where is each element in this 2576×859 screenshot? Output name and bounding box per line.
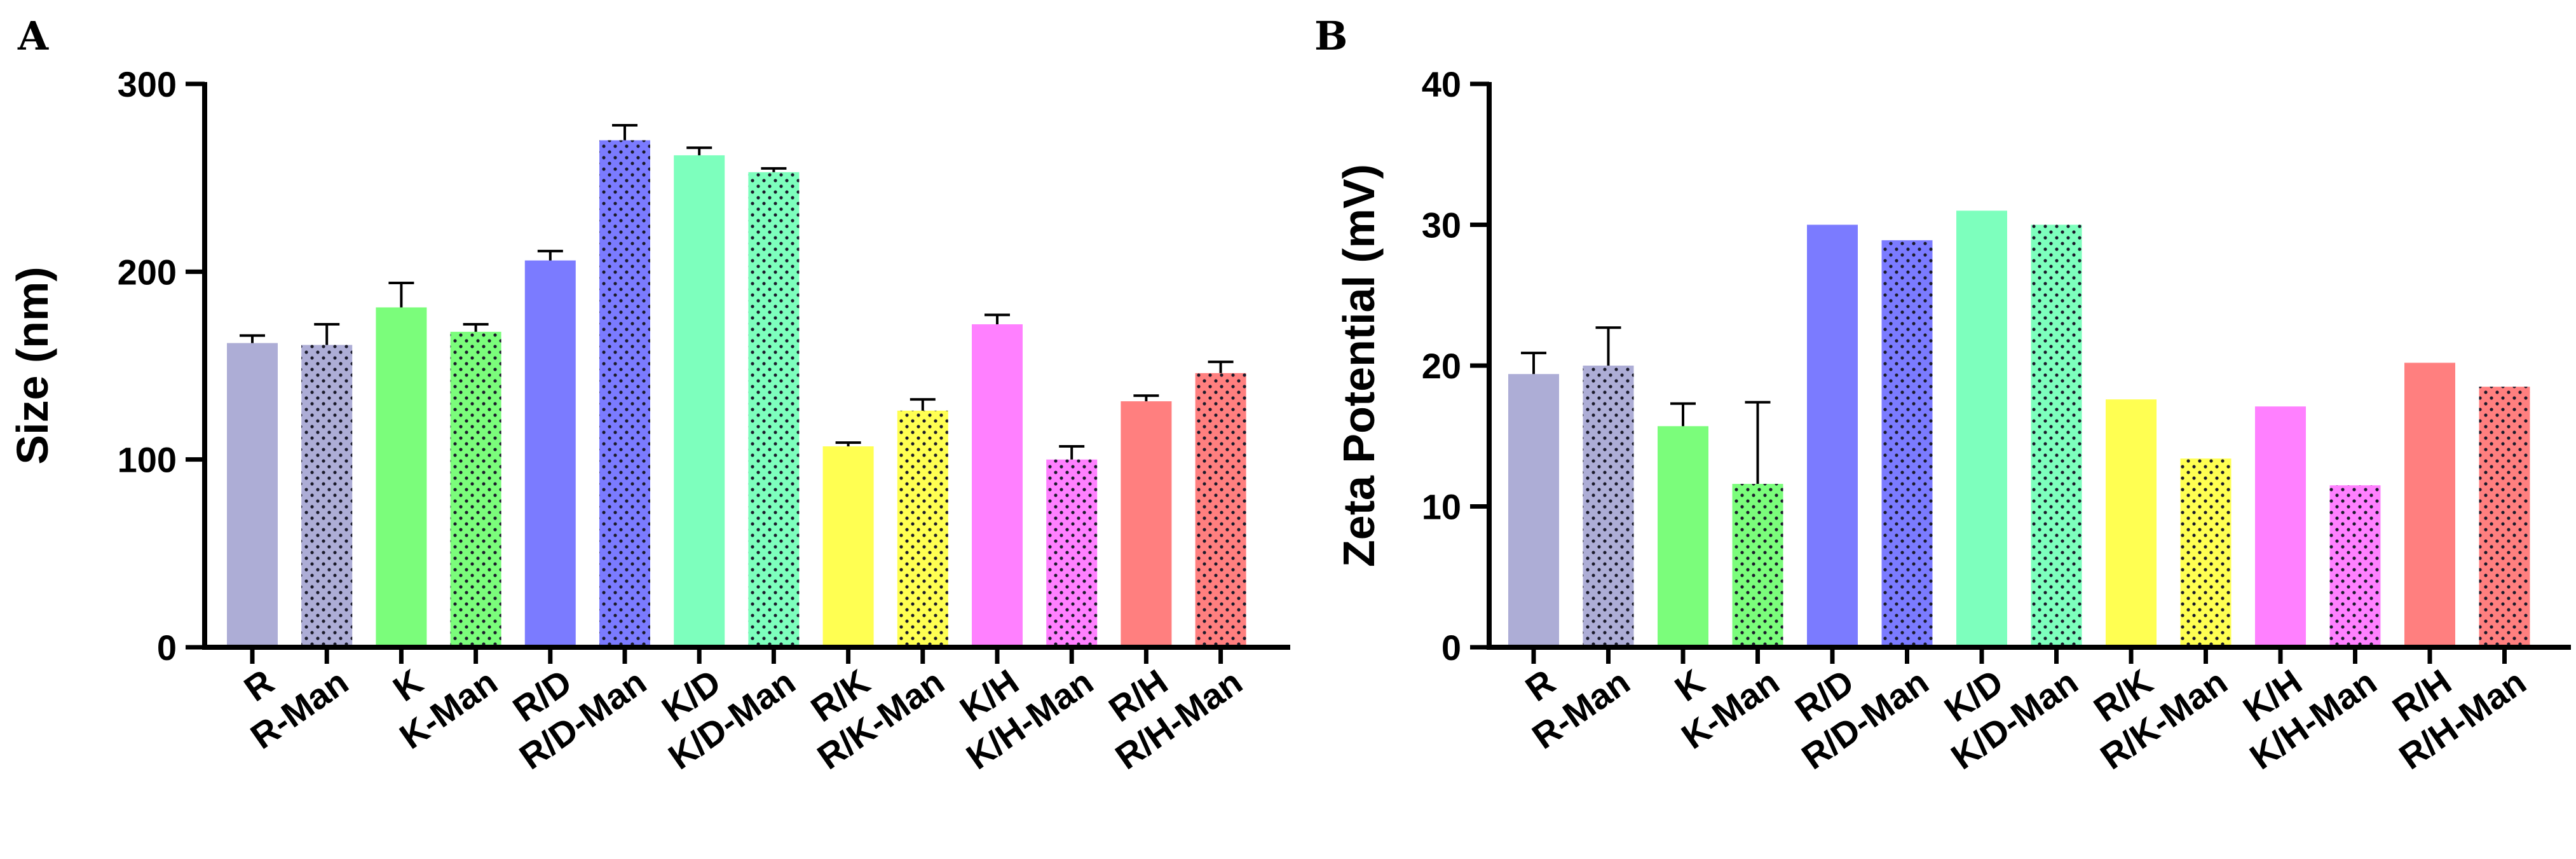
bar-r-h bbox=[1121, 401, 1172, 647]
y-axis-title: Zeta Potential (mV) bbox=[1334, 164, 1384, 567]
bar-k-h bbox=[972, 324, 1023, 647]
bar-pattern-k-d-man bbox=[2031, 224, 2082, 647]
bar-pattern-r-h-man bbox=[2479, 387, 2530, 647]
bar-k-d bbox=[1956, 210, 2007, 648]
y-axis-title: Size (nm) bbox=[8, 266, 57, 464]
bar-pattern-r-d-man bbox=[599, 140, 650, 648]
y-tick-label-30: 30 bbox=[1422, 205, 1461, 245]
y-tick-label-10: 10 bbox=[1422, 487, 1461, 527]
y-tick-label-100: 100 bbox=[118, 440, 177, 480]
bar-pattern-r-h-man bbox=[1195, 373, 1246, 647]
y-tick-label-300: 300 bbox=[118, 64, 177, 104]
bar-k-d bbox=[674, 155, 725, 647]
panel-b-zeta-chart: BRR-Man KK-Man R/DR/D-Man K/DK/D-Man R/KR/K-… bbox=[1314, 13, 2571, 777]
bar-r-k bbox=[2106, 399, 2157, 647]
bar-pattern-r-man bbox=[301, 345, 353, 647]
y-tick-label-20: 20 bbox=[1422, 346, 1461, 386]
panel-letter: A bbox=[17, 13, 49, 59]
panel-letter: B bbox=[1314, 13, 1347, 59]
bar-r-h bbox=[2404, 362, 2455, 647]
y-tick-label-200: 200 bbox=[118, 252, 177, 292]
bar-pattern-r-d-man bbox=[1881, 240, 1933, 647]
bar-pattern-k-man bbox=[450, 331, 501, 647]
bar-pattern-k-d-man bbox=[748, 172, 800, 648]
bar-r-d bbox=[524, 260, 576, 647]
bar-r bbox=[1508, 374, 1559, 647]
bar-k bbox=[1658, 426, 1708, 647]
bar-r-d bbox=[1807, 224, 1858, 647]
y-tick-label-0: 0 bbox=[1441, 628, 1461, 668]
bar-k-h bbox=[2255, 406, 2306, 647]
y-tick-label-40: 40 bbox=[1422, 64, 1461, 104]
bar-pattern-r-man bbox=[1583, 366, 1634, 647]
bar-pattern-r-k-man bbox=[2180, 458, 2232, 647]
bar-r bbox=[227, 343, 278, 647]
bar-pattern-k-man bbox=[1732, 484, 1783, 647]
panel-a-size-chart: ARR-Man KK-Man R/DR/D-Man K/DK/D-Man R/KR/K-… bbox=[8, 13, 1290, 777]
bar-pattern-r-k-man bbox=[897, 410, 948, 647]
bar-pattern-k-h-man bbox=[2329, 485, 2381, 647]
y-tick-label-0: 0 bbox=[157, 628, 177, 668]
bar-pattern-k-h-man bbox=[1046, 459, 1098, 647]
bar-k bbox=[376, 307, 427, 647]
bar-r-k bbox=[822, 446, 874, 647]
